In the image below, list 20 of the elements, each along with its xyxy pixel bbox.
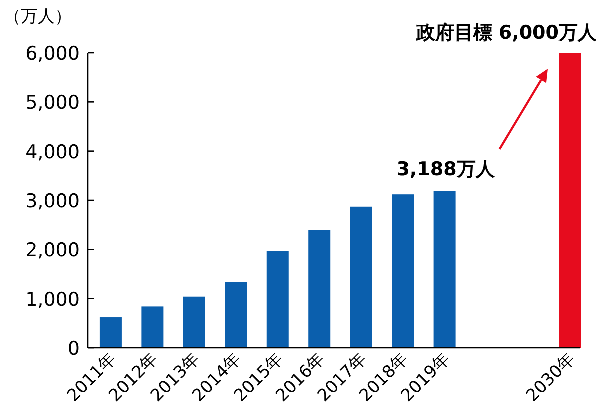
bar — [100, 318, 122, 348]
y-tick-label: 4,000 — [26, 141, 80, 164]
bar — [266, 251, 289, 348]
bar — [559, 53, 581, 348]
annotation: 3,188万人 — [396, 158, 496, 180]
annotation: 政府目標 6,000万人 — [415, 22, 598, 44]
y-tick-label: 5,000 — [26, 92, 80, 114]
y-tick-label: 3,000 — [26, 190, 80, 212]
bar — [392, 194, 414, 348]
bar — [350, 206, 372, 348]
y-tick-label: 2,000 — [26, 240, 80, 262]
y-axis-title: （万人） — [4, 7, 72, 27]
bar — [225, 282, 248, 348]
y-tick-label: 0 — [68, 338, 80, 360]
bar — [434, 191, 456, 348]
bar — [308, 230, 331, 348]
bar — [183, 296, 206, 348]
y-tick-label: 6,000 — [26, 43, 80, 65]
y-tick-label: 1,000 — [26, 288, 80, 311]
bar — [142, 306, 164, 348]
